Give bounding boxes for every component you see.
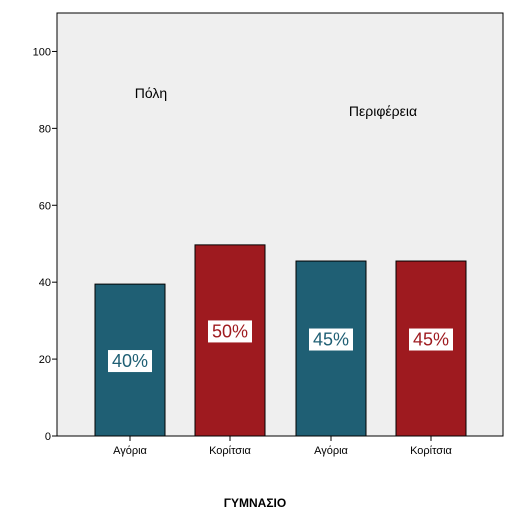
y-tick-label: 0 (45, 431, 51, 443)
y-tick-label: 80 (39, 123, 51, 135)
data-label-box (108, 350, 152, 373)
group-label: Περιφέρεια (349, 103, 417, 119)
group-label: Πόλη (135, 85, 167, 101)
y-axis: 0 20 40 60 80 100 (33, 46, 57, 443)
y-tick-label: 60 (39, 200, 51, 212)
y-tick-label: 100 (33, 46, 51, 58)
data-label: 45% (313, 330, 349, 350)
y-tick-label: 20 (39, 354, 51, 366)
data-label-box (409, 328, 453, 351)
category-label: Αγόρια (314, 445, 348, 457)
data-label: 50% (212, 321, 248, 341)
x-axis-title: ΓΥΜΝΑΣΙΟ (224, 496, 286, 510)
data-label: 40% (112, 351, 148, 371)
category-label: Αγόρια (113, 445, 147, 457)
category-label: Κορίτσια (209, 445, 251, 457)
y-tick-label: 40 (39, 277, 51, 289)
data-label-box (309, 328, 353, 351)
group-labels: Πόλη Περιφέρεια (135, 85, 417, 119)
category-labels: Αγόρια Κορίτσια Αγόρια Κορίτσια (113, 436, 453, 457)
bars-layer: 40% 50% 45% 45% (94, 244, 467, 437)
data-label-box (208, 320, 252, 343)
category-label: Κορίτσια (410, 445, 452, 457)
data-label: 45% (413, 330, 449, 350)
